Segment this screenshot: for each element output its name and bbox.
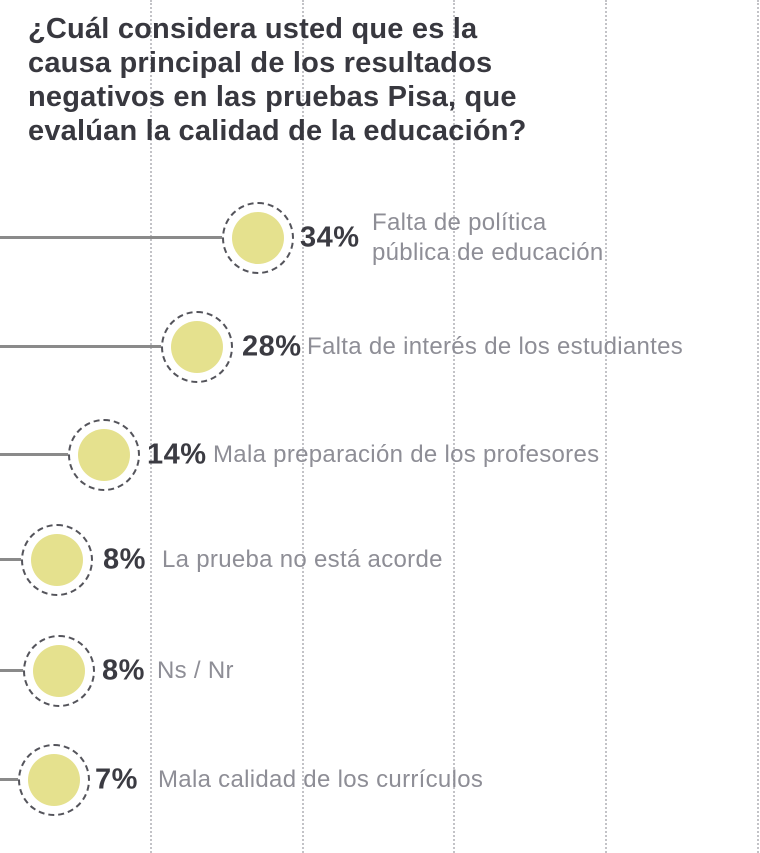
category-label: Ns / Nr (157, 657, 234, 684)
gridline (302, 0, 304, 853)
category-label: Falta de política pública de educación (372, 209, 604, 266)
connector-line (0, 345, 165, 348)
gridline (453, 0, 455, 853)
dot-fill (33, 645, 85, 697)
percent-value: 28% (242, 330, 302, 363)
connector-line (0, 669, 27, 672)
dot-fill (78, 429, 130, 481)
lollipop-dot (161, 311, 233, 383)
category-label: Mala preparación de los profesores (213, 441, 600, 468)
category-label: La prueba no está acorde (162, 546, 443, 573)
gridline (605, 0, 607, 853)
connector-line (0, 453, 72, 456)
chart-title: ¿Cuál considera usted que es la causa pr… (28, 13, 527, 147)
gridline (757, 0, 759, 853)
gridline (150, 0, 152, 853)
connector-line (0, 778, 22, 781)
lollipop-dot (68, 419, 140, 491)
connector-line (0, 558, 25, 561)
lollipop-dot (23, 635, 95, 707)
percent-value: 34% (300, 221, 360, 254)
dot-fill (31, 534, 83, 586)
lollipop-dot (18, 744, 90, 816)
dot-fill (28, 754, 80, 806)
dot-fill (171, 321, 223, 373)
lollipop-dot (222, 202, 294, 274)
percent-value: 8% (103, 543, 146, 576)
percent-value: 14% (147, 438, 207, 471)
lollipop-dot (21, 524, 93, 596)
dot-fill (232, 212, 284, 264)
percent-value: 8% (102, 654, 145, 687)
category-label: Mala calidad de los currículos (158, 766, 484, 793)
connector-line (0, 236, 226, 239)
category-label: Falta de interés de los estudiantes (307, 333, 684, 360)
percent-value: 7% (95, 763, 138, 796)
